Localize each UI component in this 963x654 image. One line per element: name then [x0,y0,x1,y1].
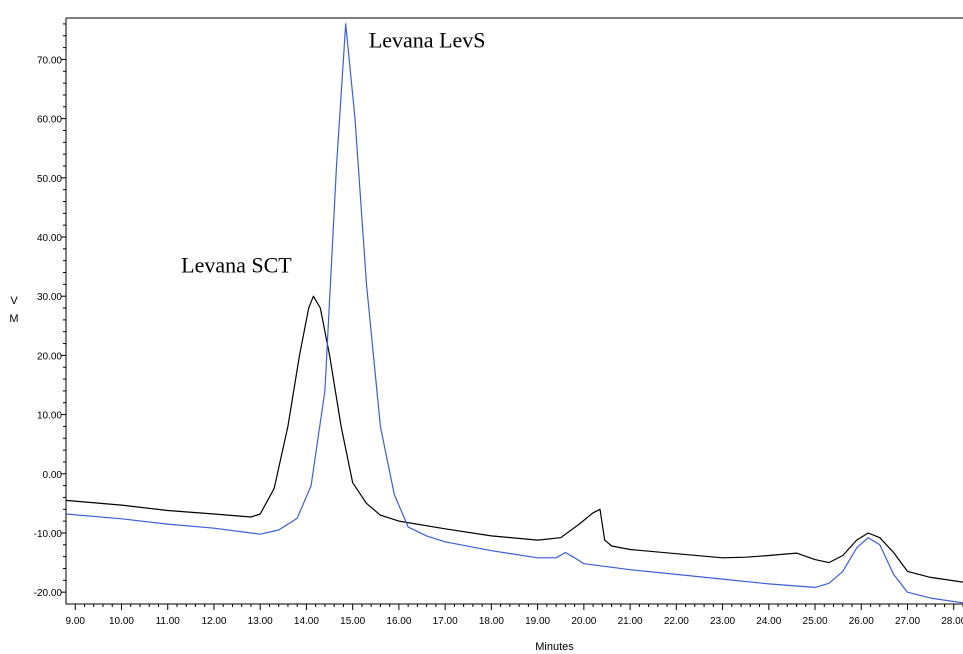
y-tick-label: 10.00 [37,411,62,422]
y-axis-title-line-2: M [9,313,18,325]
x-tick-label: 25.00 [803,616,828,627]
y-tick-label: 20.00 [37,351,62,362]
x-tick-label: 20.00 [571,616,596,627]
annotations: Levana LevS Levana SCT [181,28,485,278]
series-line-1 [65,295,963,583]
y-tick-label: -20.00 [34,588,63,599]
x-tick-label: 11.00 [156,616,181,627]
y-tick-label: 30.00 [37,292,62,303]
x-tick-label: 23.00 [710,616,735,627]
x-tick-label: 15.00 [340,616,365,627]
x-tick-label: 10.00 [109,616,134,627]
x-tick-label: 19.00 [525,616,550,627]
y-tick-label: 0.00 [43,470,63,481]
x-axis-title: Minutes [535,641,574,653]
y-tick-label: 60.00 [37,115,62,126]
x-tick-label: 16.00 [386,616,411,627]
y-tick-label: 70.00 [37,55,62,66]
x-tick-label: 28.00 [941,616,963,627]
peak-annotation: Levana LevS [369,28,486,53]
x-tick-label: 12.00 [201,616,226,627]
x-tick-label: 27.00 [895,616,920,627]
x-tick-label: 13.00 [248,616,273,627]
y-tick-label: 50.00 [37,174,62,185]
y-axis-title-line-1: V [10,295,18,307]
x-axis: 9.00 10.00 11.00 12.00 13.00 14.00 15.00 16.00 1… [66,604,963,627]
series-group [65,23,963,604]
y-axis: -20.00 -10.00 0.00 10.00 20.00 30.00 40.00 50.0… [34,23,66,599]
x-tick-label: 26.00 [849,616,874,627]
series-line-2 [65,23,963,604]
plot-frame [65,17,963,605]
x-tick-label: 14.00 [294,616,319,627]
peak-annotation: Levana SCT [181,253,292,278]
x-tick-label: 9.00 [66,616,86,627]
x-tick-label: 22.00 [664,616,689,627]
x-tick-label: 18.00 [479,616,504,627]
y-tick-label: -10.00 [34,529,63,540]
y-tick-label: 40.00 [37,233,62,244]
x-tick-label: 21.00 [618,616,643,627]
x-tick-label: 24.00 [756,616,781,627]
x-tick-label: 17.00 [433,616,458,627]
